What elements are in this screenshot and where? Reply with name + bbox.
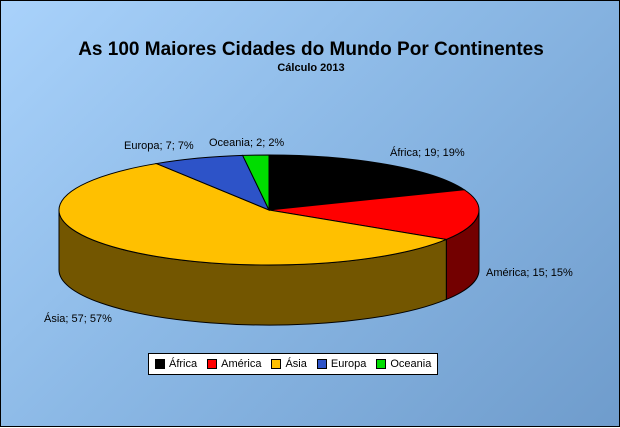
data-label-europa: Europa; 7; 7% — [124, 140, 194, 152]
data-label-oceania: Oceania; 2; 2% — [209, 137, 285, 149]
legend-label-africa: África — [169, 358, 198, 370]
pie-slice-asia — [58, 163, 449, 266]
legend-item-africa: África — [155, 358, 197, 370]
legend-swatch-america — [207, 359, 218, 369]
chart-subtitle: Cálculo 2013 — [277, 62, 345, 74]
legend-item-asia: Ásia — [271, 358, 307, 370]
legend-swatch-africa — [155, 359, 165, 369]
legend-item-europa: Europa — [316, 358, 367, 370]
legend-swatch-asia — [271, 359, 282, 369]
data-label-america: América; 15; 15% — [486, 267, 573, 279]
pie-sides — [58, 209, 480, 326]
legend-label-asia: Ásia — [285, 358, 307, 370]
legend-label-america: América — [221, 358, 262, 370]
legend-item-america: América — [207, 358, 261, 370]
pie-slice-america — [268, 189, 480, 240]
legend-label-europa: Europa — [330, 358, 367, 370]
data-label-africa: África; 19; 19% — [390, 147, 465, 159]
pie-slice-africa — [268, 154, 466, 211]
legend-label-oceania: Oceania — [390, 358, 432, 370]
legend-swatch-oceania — [376, 359, 387, 369]
legend-item-oceania: Oceania — [376, 358, 431, 370]
legend-swatch-europa — [316, 359, 327, 369]
pie-tops — [58, 154, 480, 266]
legend: África América Ásia Europa Oceania — [148, 353, 439, 375]
chart-title: As 100 Maiores Cidades do Mundo Por Cont… — [78, 39, 544, 60]
pie-slice-oceania — [241, 154, 270, 211]
data-label-asia: Ásia; 57; 57% — [44, 313, 112, 325]
